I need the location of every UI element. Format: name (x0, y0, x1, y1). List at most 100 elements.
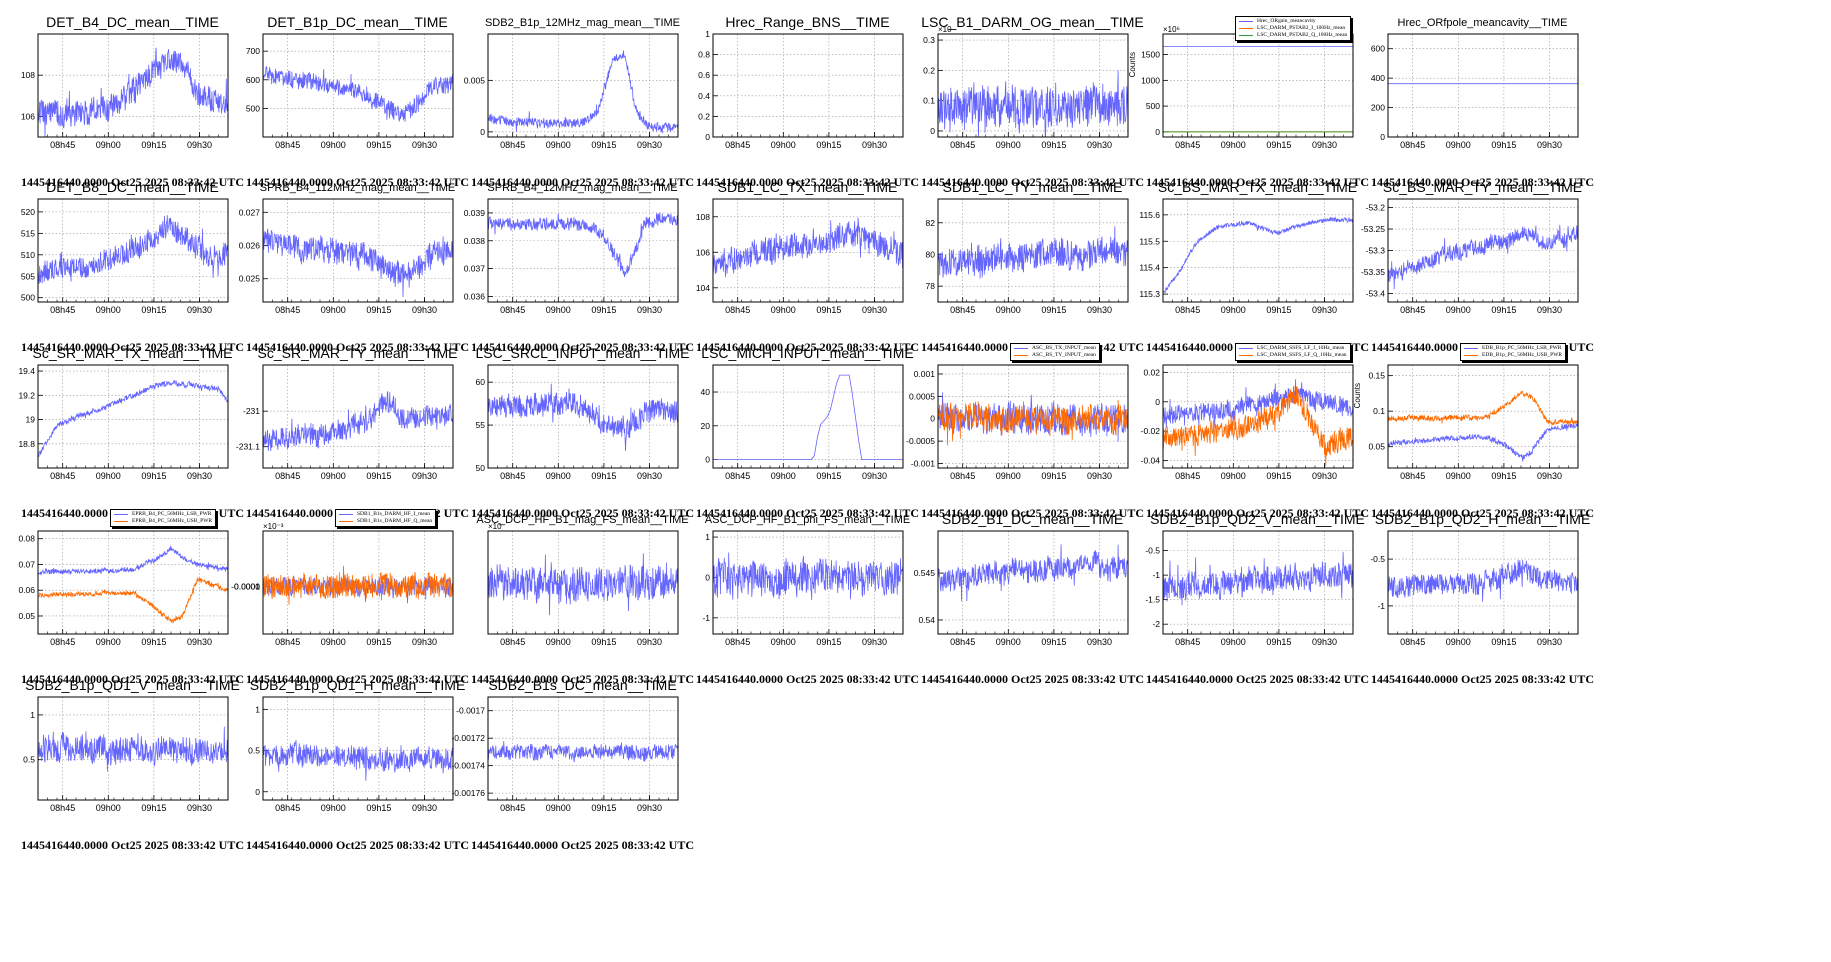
timestamp-label: 1445416440.0000 Oct25 2025 08:33:42 UTC (471, 506, 694, 520)
plot-border (487, 364, 679, 469)
x-tick-label: 08h45 (1400, 305, 1425, 315)
x-tick-label: 09h15 (366, 637, 391, 647)
chart-panel: LSC_B1_DARM_OG_mean__TIME 08h45 09h00 09h15… (900, 0, 1165, 193)
y-tick-label: 0.54 (918, 615, 935, 625)
x-tick-label: 09h00 (996, 305, 1021, 315)
y-tick-label: 80 (926, 249, 936, 259)
y-tick-label: 600 (1371, 44, 1385, 54)
y-tick-label: 0 (705, 455, 710, 465)
y-tick-label: -0.5 (1145, 546, 1160, 556)
plot-border (1387, 364, 1579, 469)
plot-border (937, 198, 1129, 303)
x-tick-label: 09h00 (996, 140, 1021, 150)
chart-svg: 08h45 09h00 09h15 09h30 ×10 (487, 522, 679, 647)
x-tick-label: 08h45 (50, 803, 75, 813)
y-tick-label: -1 (1377, 601, 1385, 611)
plot-frame (712, 364, 904, 469)
x-tick-label: 09h15 (816, 637, 841, 647)
x-tick-label: 09h30 (412, 305, 437, 315)
plot-border (262, 364, 454, 469)
legend-swatch (1239, 347, 1253, 350)
legend-label: ASC_BS_TX_INPUT_mean (1032, 345, 1096, 351)
x-tick-label: 09h00 (321, 140, 346, 150)
chart-title: SDB2_B1p_QD2_V_mean__TIME (1150, 511, 1365, 527)
y-tick-label: -1 (702, 613, 710, 623)
timestamp-label: 1445416440.0000 Oct25 2025 08:33:42 UTC (921, 672, 1144, 686)
chart-title: LSC_MICH_INPUT_mean__TIME (701, 345, 914, 361)
y-tick-label: -0.001 (911, 459, 935, 469)
timestamp-label: 1445416440.0000 Oct25 2025 08:33:42 UTC (246, 838, 469, 852)
x-tick-label: 09h15 (1491, 305, 1516, 315)
x-tick-label: 09h30 (862, 471, 887, 481)
chart-panel: SDB2_B1p_QD2_H_mean__TIME 08h45 09h00 09h15… (1350, 497, 1615, 690)
y-tick-label: 0.5 (248, 746, 260, 756)
chart-panel: ASC_DCP_HF_B1_mag_FS_mean__TIME 08h45 09h0… (450, 497, 715, 690)
x-tick-label: 08h45 (275, 471, 300, 481)
x-tick-label: 09h15 (591, 305, 616, 315)
x-tick-label: 08h45 (1400, 140, 1425, 150)
timestamp-label: 1445416440.0000 Oct25 2025 08:33:42 UTC (921, 506, 1144, 520)
plot-border (262, 198, 454, 303)
y-tick-label: 0.05 (18, 611, 35, 621)
y-tick-label: 0.07 (18, 559, 35, 569)
y-tick-label: 115.4 (1139, 263, 1160, 273)
chart-panel: SDB2_B1_DC_mean__TIME 08h45 09h00 09h15 09h3… (900, 497, 1165, 690)
x-tick-label: 09h15 (591, 637, 616, 647)
legend-swatch (114, 520, 128, 523)
y-tick-label: -53.3 (1366, 246, 1386, 256)
x-tick-label: 08h45 (1400, 637, 1425, 647)
y-tick-label: 115.6 (1139, 210, 1160, 220)
legend-entry: SDB1_B1s_DARM_HF_Q_mean (339, 518, 432, 525)
series-line (38, 726, 228, 772)
legend-entry: ASC_BS_TY_INPUT_mean (1014, 352, 1096, 359)
series-line (938, 399, 1128, 446)
y-tick-label: -231 (243, 406, 260, 416)
plot-border (262, 696, 454, 801)
legend-entry: EPRB_B4_PC_56MHz_LSB_PWR (114, 511, 212, 518)
y-tick-label: 0.036 (464, 291, 486, 301)
y-tick-label: 500 (246, 103, 260, 113)
y-tick-label: -1.5 (1145, 595, 1160, 605)
y-tick-label: 0 (1155, 397, 1160, 407)
x-tick-label: 08h45 (50, 140, 75, 150)
x-tick-label: 09h00 (1221, 305, 1246, 315)
y-tick-label: 200 (1371, 103, 1385, 113)
series-line (488, 212, 678, 277)
y-tick-label: 18.8 (18, 439, 35, 449)
chart-panel: Hrec_ORfpole_meancavity__TIME 08h45 09h00 0… (1350, 0, 1615, 193)
y-tick-label: 0.05 (1368, 442, 1385, 452)
plot-border (1387, 33, 1579, 138)
timestamp-label: 1445416440.0000 Oct25 2025 08:33:42 UTC (1146, 672, 1369, 686)
plot-border (1162, 364, 1354, 469)
y-tick-label: 0.5 (23, 755, 35, 765)
series-line (713, 374, 903, 461)
x-tick-label: 09h00 (771, 471, 796, 481)
x-tick-label: 09h15 (1266, 637, 1291, 647)
series-line (938, 70, 1128, 137)
y-tick-label: -0.0005 (906, 436, 935, 446)
y-tick-label: -231.1 (236, 442, 260, 452)
y-tick-label: 1 (255, 704, 260, 714)
plot-border (937, 33, 1129, 138)
x-tick-label: 09h30 (1087, 637, 1112, 647)
legend-entry: LSC_DARM_SSFS_LF_Q_10Hz_mean (1239, 352, 1347, 359)
chart-title: DET_B4_DC_mean__TIME (46, 14, 219, 30)
plot-border (1387, 198, 1579, 303)
plot-border (37, 198, 229, 303)
legend-label: LSC_DARM_SSFS_LF_I_10Hz_mean (1257, 345, 1345, 351)
x-tick-label: 09h00 (321, 803, 346, 813)
y-tick-label: -0.0001 (231, 582, 260, 592)
x-tick-label: 09h00 (96, 140, 121, 150)
x-tick-label: 09h30 (1537, 637, 1562, 647)
x-tick-label: 09h15 (591, 803, 616, 813)
x-tick-label: 09h15 (366, 140, 391, 150)
x-tick-label: 08h45 (725, 140, 750, 150)
x-tick-label: 09h30 (187, 637, 212, 647)
plot-border (262, 33, 454, 138)
series-line (1388, 422, 1578, 462)
y-tick-label: 50 (476, 463, 486, 473)
x-tick-label: 08h45 (275, 305, 300, 315)
x-tick-label: 08h45 (950, 305, 975, 315)
x-tick-label: 09h00 (1446, 471, 1471, 481)
plot-frame (712, 33, 904, 138)
